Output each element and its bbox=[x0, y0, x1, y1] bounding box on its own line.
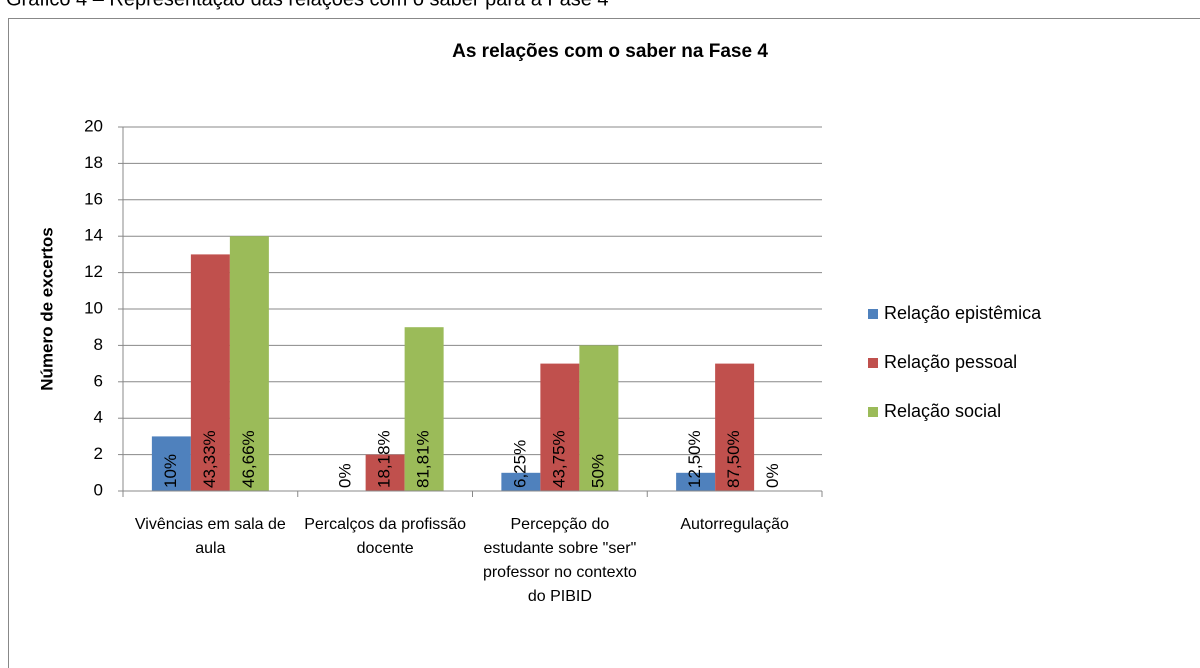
y-axis-label: Número de excertos bbox=[37, 227, 56, 390]
y-tick-label: 0 bbox=[94, 480, 103, 499]
x-tick-label: Percepção do estudante sobre "ser" profe… bbox=[482, 516, 637, 605]
x-tick-label-box: Percepção do estudante sobre "ser" profe… bbox=[482, 516, 637, 605]
chart-title: As relações com o saber na Fase 4 bbox=[452, 41, 768, 62]
value-label: 46,66% bbox=[239, 430, 258, 488]
value-label: 87,50% bbox=[724, 430, 743, 488]
value-label: 6,25% bbox=[510, 440, 529, 488]
y-tick-label: 2 bbox=[94, 444, 103, 463]
bar bbox=[579, 345, 619, 491]
bar bbox=[676, 472, 716, 491]
bar bbox=[404, 327, 444, 491]
y-tick-label: 18 bbox=[84, 153, 103, 172]
y-tick-label: 4 bbox=[94, 408, 103, 427]
x-tick-label-box: Autorregulação bbox=[680, 516, 789, 533]
value-label: 0% bbox=[336, 463, 355, 488]
y-tick-label: 12 bbox=[84, 262, 103, 281]
value-label: 43,33% bbox=[200, 430, 219, 488]
y-tick-label: 10 bbox=[84, 298, 103, 317]
value-label: 12,50% bbox=[685, 430, 704, 488]
legend-label: Relação pessoal bbox=[884, 352, 1017, 372]
bar bbox=[501, 472, 541, 491]
legend-swatch bbox=[868, 309, 878, 319]
x-tick-label: Vivências em sala de aula bbox=[134, 516, 286, 557]
y-tick-label: 16 bbox=[84, 189, 103, 208]
y-tick-label: 8 bbox=[94, 335, 103, 354]
bar bbox=[365, 454, 405, 491]
legend-swatch bbox=[868, 358, 878, 368]
value-label: 81,81% bbox=[414, 430, 433, 488]
bar bbox=[229, 236, 269, 491]
x-tick-label: Percalços da profissão docente bbox=[304, 516, 467, 557]
value-label: 0% bbox=[763, 463, 782, 488]
legend-swatch bbox=[868, 407, 878, 417]
caption: Gráfico 4 – Representação das relações c… bbox=[6, 0, 609, 10]
x-tick-label: Autorregulação bbox=[680, 516, 789, 533]
y-tick-label: 6 bbox=[94, 371, 103, 390]
value-label: 18,18% bbox=[375, 430, 394, 488]
bar bbox=[715, 363, 755, 491]
bar bbox=[151, 436, 191, 491]
x-tick-label-box: Percalços da profissão docente bbox=[304, 516, 467, 557]
chart-frame bbox=[8, 18, 1200, 668]
value-label: 50% bbox=[588, 454, 607, 488]
bar bbox=[540, 363, 580, 491]
x-tick-label-box: Vivências em sala de aula bbox=[134, 516, 286, 557]
y-tick-label: 20 bbox=[84, 116, 103, 135]
y-tick-label: 14 bbox=[84, 226, 103, 245]
legend-label: Relação epistêmica bbox=[884, 303, 1042, 323]
value-label: 43,75% bbox=[549, 430, 568, 488]
value-label: 10% bbox=[161, 454, 180, 488]
legend-label: Relação social bbox=[884, 401, 1001, 421]
bar bbox=[190, 254, 230, 491]
